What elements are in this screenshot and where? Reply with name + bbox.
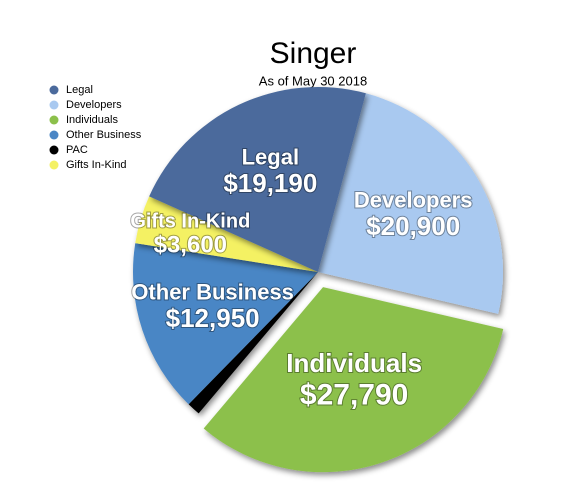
- legend-swatch: [49, 85, 59, 95]
- legend-label: Gifts In-Kind: [66, 159, 127, 171]
- slice-label: Developers: [354, 188, 473, 213]
- value-label: $3,600: [154, 231, 227, 258]
- slice-label: Individuals: [286, 348, 422, 378]
- value-label: $12,950: [166, 303, 260, 333]
- legend-label: Other Business: [66, 129, 142, 141]
- legend-swatch: [49, 100, 59, 110]
- chart-subtitle: As of May 30 2018: [259, 73, 367, 88]
- pie-slice: [188, 272, 318, 414]
- pie-slice: [318, 93, 503, 314]
- legend-label: Developers: [66, 99, 122, 111]
- legend-label: Legal: [66, 84, 93, 96]
- pie-slice: [203, 287, 504, 473]
- legend: Legal Developers Individuals Other Business…: [49, 84, 142, 171]
- legend-swatch: [49, 115, 59, 125]
- slice-label: Gifts In-Kind: [130, 210, 250, 232]
- legend-label: PAC: [66, 144, 88, 156]
- legend-swatch: [49, 145, 59, 155]
- pie-slice: [149, 86, 366, 272]
- pie-slice: [133, 243, 318, 405]
- value-label: $27,790: [300, 378, 408, 411]
- pie-slice: [135, 196, 318, 272]
- legend-label: Individuals: [66, 114, 118, 126]
- legend-swatch: [49, 160, 59, 170]
- chart-title: Singer: [270, 37, 357, 70]
- pie: Developers$20,900 Individuals$27,790 Other…: [129, 86, 504, 473]
- legend-swatch: [49, 130, 59, 140]
- slice-label: Legal: [242, 144, 299, 169]
- value-label: $19,190: [223, 168, 317, 198]
- slice-label: Other Business: [131, 280, 294, 305]
- value-label: $20,900: [366, 211, 460, 241]
